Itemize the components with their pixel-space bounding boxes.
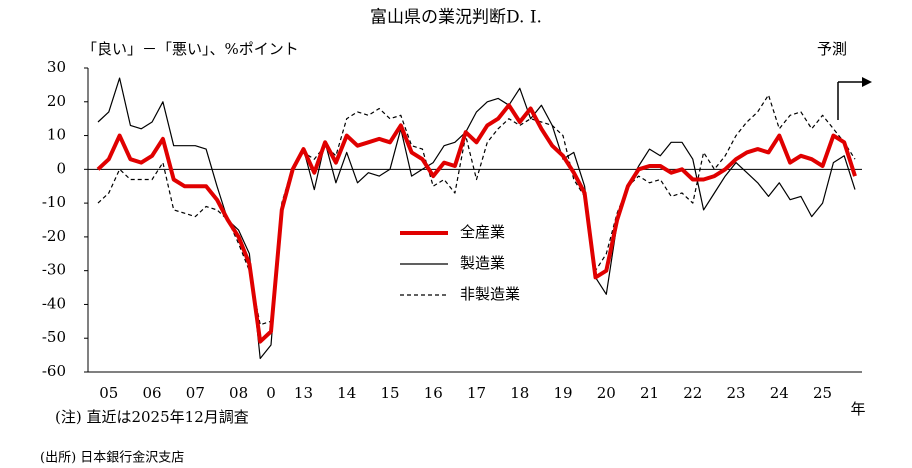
y-axis-label: 「良い」－「悪い」、%ポイント — [82, 40, 299, 58]
series-line — [96, 103, 857, 344]
y-tick-label: -10 — [42, 193, 66, 211]
legend-label: 全産業 — [460, 223, 505, 241]
x-tick-label: 13 — [294, 384, 313, 402]
x-tick-label: 15 — [380, 384, 399, 402]
y-tick-label: 20 — [47, 92, 66, 110]
forecast-label: 予測 — [817, 40, 847, 58]
y-tick-label: 30 — [47, 58, 66, 76]
x-tick-label: 08 — [229, 384, 248, 402]
x-tick-label: 16 — [424, 384, 443, 402]
forecast-arrow-head — [862, 77, 872, 87]
x-axis-unit: 年 — [850, 400, 865, 418]
legend-label: 製造業 — [460, 254, 505, 272]
source: (出所) 日本銀行金沢支店 — [40, 450, 184, 466]
x-tick-label: 23 — [726, 384, 745, 402]
x-tick-label: 24 — [770, 384, 789, 402]
x-tick-label: 19 — [553, 384, 572, 402]
chart-title: 富山県の業況判断D. I. — [370, 8, 542, 28]
x-tick-label: 07 — [186, 384, 205, 402]
x-tick-label: 25 — [813, 384, 832, 402]
y-tick-label: -30 — [42, 261, 66, 279]
x-tick-label: 14 — [337, 384, 356, 402]
x-tick-label: 18 — [510, 384, 529, 402]
series-line — [97, 77, 856, 360]
x-tick-label: 22 — [683, 384, 702, 402]
y-tick-label: -50 — [42, 328, 66, 346]
note: (注) 直近は2025年12月調査 — [55, 408, 249, 426]
x-tick-label: 0 — [266, 384, 276, 402]
y-tick-label: 0 — [56, 159, 66, 177]
y-tick-label: -40 — [42, 294, 66, 312]
y-tick-label: -20 — [42, 227, 66, 245]
legend-label: 非製造業 — [460, 285, 520, 303]
x-tick-label: 06 — [143, 384, 162, 402]
x-tick-label: 17 — [467, 384, 486, 402]
x-tick-label: 21 — [640, 384, 659, 402]
x-tick-label: 20 — [597, 384, 616, 402]
x-tick-label: 05 — [99, 384, 118, 402]
y-tick-label: -60 — [42, 362, 66, 380]
y-tick-label: 10 — [47, 126, 66, 144]
